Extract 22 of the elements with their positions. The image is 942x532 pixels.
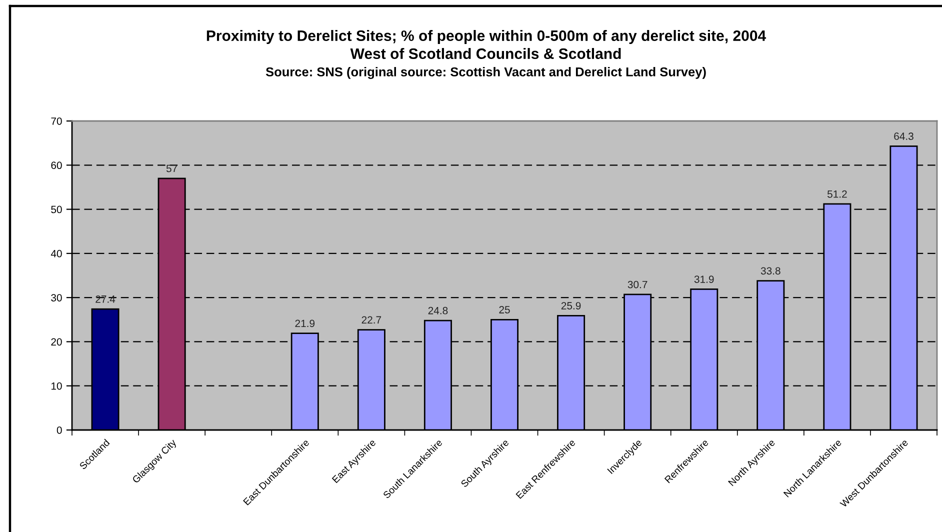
chart-subtitle: West of Scotland Councils & Scotland <box>350 48 621 60</box>
data-label: 24.8 <box>428 306 448 314</box>
chart-title: Proximity to Derelict Sites; % of people within 0-500m of any derelict site, 2004 <box>206 30 766 44</box>
data-label: 21.9 <box>295 320 315 328</box>
data-label: 57 <box>166 164 178 172</box>
data-label: 33.8 <box>760 267 780 275</box>
data-label: 31.9 <box>694 276 714 283</box>
y-tick-label: 70 <box>51 118 62 125</box>
y-tick-label: 50 <box>51 206 62 214</box>
y-tick-label: 30 <box>51 294 62 302</box>
data-label: 30.7 <box>628 280 648 288</box>
data-label: 51.2 <box>827 190 847 198</box>
data-label: 22.7 <box>362 316 382 324</box>
source-note: Source: SNS (original source: Scottish Vacant and Derelict Land Survey) <box>266 67 706 79</box>
data-label: 64.3 <box>894 132 914 140</box>
y-tick-label: 20 <box>51 338 62 346</box>
y-tick-label: 0 <box>56 426 62 434</box>
y-tick-label: 40 <box>50 250 62 258</box>
y-tick-label: 60 <box>51 162 62 170</box>
data-label: 25.9 <box>561 302 581 310</box>
y-tick-label: 10 <box>51 382 62 390</box>
data-label: 25 <box>499 306 510 314</box>
